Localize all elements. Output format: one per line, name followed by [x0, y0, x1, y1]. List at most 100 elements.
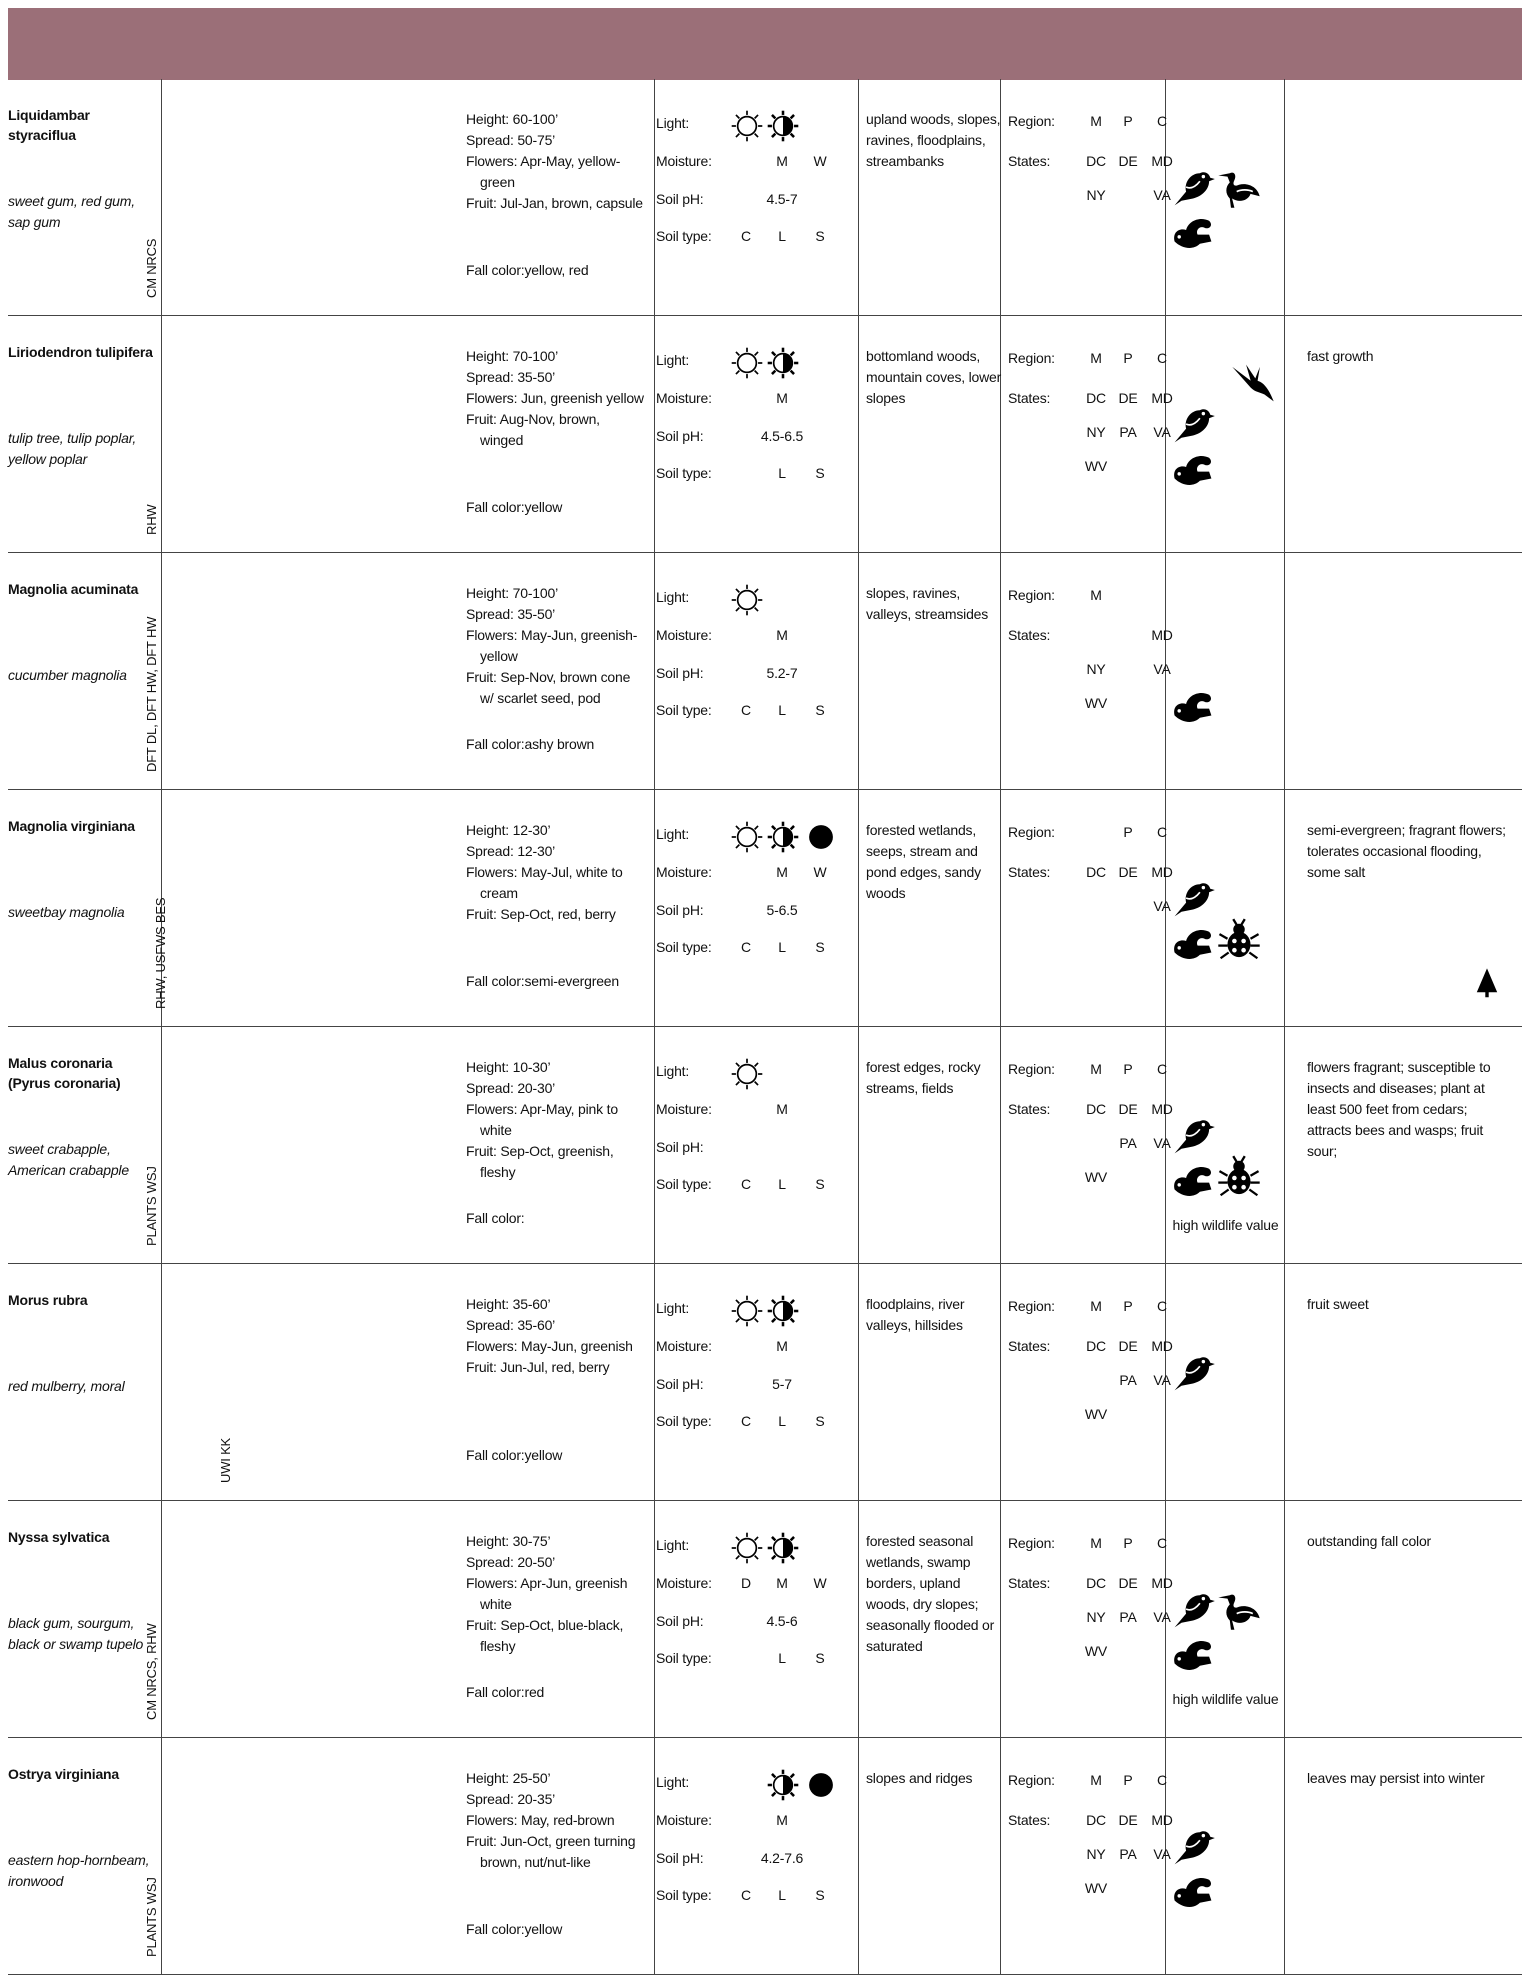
state-value: VA: [1153, 1135, 1171, 1151]
state-value: WV: [1084, 1643, 1108, 1659]
column-rule: [161, 79, 162, 315]
fruit-label: Fruit:: [466, 1833, 497, 1849]
states-label: States:: [1008, 153, 1051, 169]
state-value: PA: [1119, 1846, 1137, 1862]
state-value: NY: [1086, 1846, 1106, 1862]
state-value: DC: [1086, 390, 1106, 406]
details: Height: 35-60’ Spread: 35-60’ Flowers: May…: [466, 1294, 646, 1466]
state-value: VA: [1153, 424, 1171, 440]
photo-credit: DFT DL, DFT HW, DFT HW: [144, 616, 159, 772]
state-value: PA: [1119, 1135, 1137, 1151]
spread-line: Spread: 12-30’: [466, 841, 646, 862]
fruit-line: Fruit: Sep-Oct, blue-black, fleshy: [466, 1615, 646, 1657]
light-label: Light:: [656, 1300, 690, 1316]
wildlife-squirrel: [1170, 444, 1216, 490]
column-rule: [654, 553, 655, 789]
plant-row: Magnolia acuminata cucumber magnolia DFT D…: [8, 553, 1522, 790]
moisture-label: Moisture:: [656, 153, 712, 169]
fall-label: Fall color:: [466, 1210, 525, 1226]
details: Height: 30-75’ Spread: 20-50’ Flowers: Apr…: [466, 1531, 646, 1703]
light-sun: [732, 111, 763, 142]
fruit-label: Fruit:: [466, 411, 497, 427]
notes: semi-evergreen; fragrant flowers; tolera…: [1307, 822, 1506, 880]
moisture-value: M: [776, 627, 788, 643]
wildlife-heron: [1216, 164, 1262, 210]
height-label: Height:: [466, 822, 509, 838]
fall-label: Fall color:: [466, 1447, 525, 1463]
wildlife-squirrel: [1174, 693, 1211, 722]
soil-label: Soil type:: [656, 465, 712, 481]
column-rule: [858, 1738, 859, 1974]
light-shade: [804, 820, 838, 854]
common-name: eastern hop-hornbeam, ironwood: [8, 1852, 150, 1889]
column-rule: [1165, 1501, 1166, 1737]
wildlife-squirrel: [1174, 456, 1211, 485]
spread-label: Spread:: [466, 606, 514, 622]
light-half: [766, 1294, 800, 1328]
fruit-label: Fruit:: [466, 195, 497, 211]
soil-value: L: [778, 1413, 786, 1429]
fruit-line: Fruit: Jun-Oct, green turning brown, nut…: [466, 1831, 646, 1873]
soil-value: S: [815, 1887, 825, 1903]
notes: fruit sweet: [1307, 1296, 1369, 1312]
spread-line: Spread: 35-50’: [466, 367, 646, 388]
ph-label: Soil pH:: [656, 902, 704, 918]
soil-value: C: [741, 1413, 751, 1429]
soil-label: Soil type:: [656, 228, 712, 244]
height-label: Height:: [466, 585, 509, 601]
region-value: P: [1123, 1535, 1133, 1551]
plant-name: Malus coronaria (Pyrus coronaria): [8, 1055, 121, 1091]
column-rule: [654, 1264, 655, 1500]
light-sun: [730, 1057, 764, 1091]
region-label: Region:: [1008, 350, 1055, 366]
column-rule: [161, 790, 162, 1026]
ph-label: Soil pH:: [656, 665, 704, 681]
soil-value: C: [741, 1887, 751, 1903]
soil-value: S: [815, 1176, 825, 1192]
spread-label: Spread:: [466, 843, 514, 859]
wildlife-squirrel: [1174, 1167, 1211, 1196]
state-value: NY: [1086, 187, 1106, 203]
column-rule: [1000, 1027, 1001, 1263]
soil-label: Soil type:: [656, 1650, 712, 1666]
fruit-line: Fruit: Aug-Nov, brown, winged: [466, 409, 646, 451]
soil-label: Soil type:: [656, 939, 712, 955]
state-value: DC: [1086, 864, 1106, 880]
wildlife-squirrel: [1174, 1641, 1211, 1670]
spread-line: Spread: 20-50’: [466, 1552, 646, 1573]
column-rule: [161, 1027, 162, 1263]
fruit-value: Sep-Oct, greenish, fleshy: [480, 1143, 614, 1180]
photo-credit: RHW: [144, 504, 159, 535]
state-value: DE: [1118, 390, 1138, 406]
region-value: M: [1090, 587, 1102, 603]
light-sun: [732, 1296, 763, 1327]
state-value: NY: [1086, 424, 1106, 440]
spread-value: 20-30’: [517, 1080, 556, 1096]
light-label: Light:: [656, 1063, 690, 1079]
wildlife-heron: [1216, 1586, 1262, 1632]
states-label: States:: [1008, 1338, 1051, 1354]
state-value: VA: [1153, 1372, 1171, 1388]
fall-value: red: [524, 1684, 545, 1700]
light-shade: [809, 825, 833, 849]
soil-value: S: [815, 1650, 825, 1666]
wildlife-humming: [1232, 365, 1273, 402]
ph-value: 5-6.5: [766, 902, 798, 918]
wildlife-heron: [1218, 1595, 1259, 1630]
wildlife-bird: [1170, 1823, 1216, 1869]
flowers-label: Flowers:: [466, 1338, 518, 1354]
light-label: Light:: [656, 115, 690, 131]
states-label: States:: [1008, 1812, 1051, 1828]
region-value: C: [1157, 1535, 1167, 1551]
common-name: red mulberry, moral: [8, 1378, 125, 1394]
states-label: States:: [1008, 1101, 1051, 1117]
column-rule: [1284, 79, 1285, 315]
flowers-line: Flowers: Jun, greenish yellow: [466, 388, 646, 409]
soil-value: L: [778, 1176, 786, 1192]
column-rule: [1284, 316, 1285, 552]
ph-value: 4.2-7.6: [760, 1850, 804, 1866]
habitat: slopes and ridges: [866, 1770, 973, 1786]
spread-value: 20-50’: [517, 1554, 556, 1570]
light-label: Light:: [656, 1537, 690, 1553]
region-value: M: [1090, 113, 1102, 129]
